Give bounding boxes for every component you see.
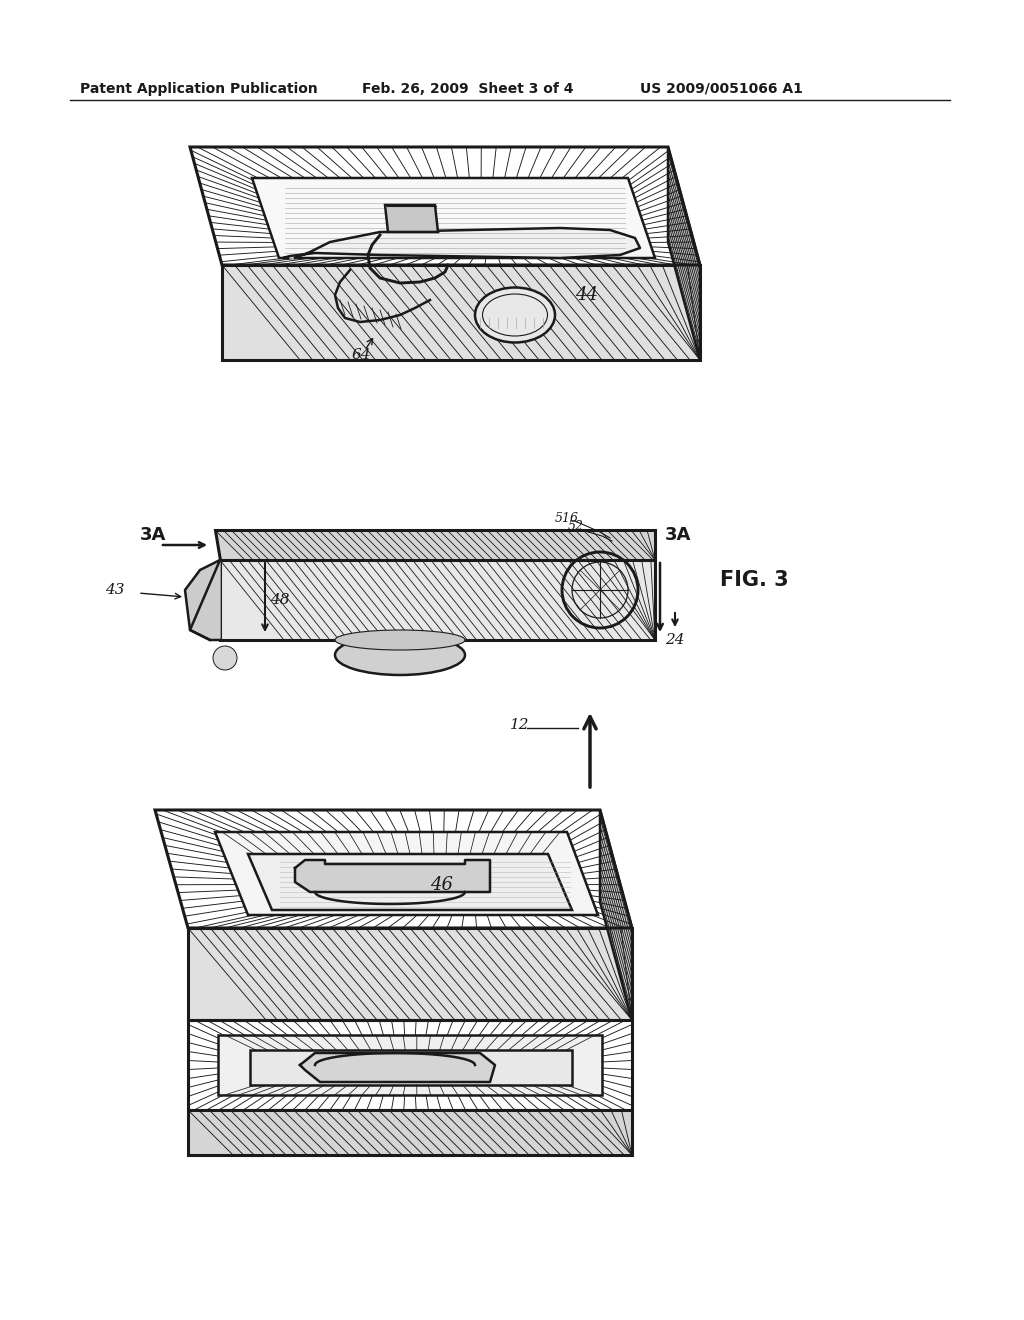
Polygon shape: [215, 531, 655, 560]
Text: 64: 64: [352, 348, 372, 362]
Polygon shape: [188, 1110, 632, 1155]
Circle shape: [213, 645, 237, 671]
Text: 3A: 3A: [140, 525, 166, 544]
Polygon shape: [283, 228, 640, 257]
Polygon shape: [252, 178, 655, 257]
Polygon shape: [185, 560, 220, 640]
Polygon shape: [668, 147, 700, 360]
Polygon shape: [215, 832, 598, 915]
Text: 52: 52: [568, 520, 584, 533]
Polygon shape: [188, 928, 632, 1020]
Text: 44: 44: [575, 286, 598, 304]
Text: 48: 48: [270, 593, 290, 607]
Polygon shape: [250, 1049, 572, 1085]
Text: Feb. 26, 2009  Sheet 3 of 4: Feb. 26, 2009 Sheet 3 of 4: [362, 82, 573, 96]
Polygon shape: [295, 861, 490, 892]
Text: 43: 43: [105, 583, 125, 597]
Polygon shape: [300, 1053, 495, 1082]
Text: 46: 46: [430, 876, 453, 894]
Polygon shape: [220, 560, 655, 640]
Polygon shape: [600, 810, 632, 1020]
Ellipse shape: [335, 635, 465, 675]
Text: 12: 12: [510, 718, 529, 733]
Polygon shape: [248, 854, 572, 909]
Polygon shape: [385, 205, 438, 232]
Text: Patent Application Publication: Patent Application Publication: [80, 82, 317, 96]
Text: US 2009/0051066 A1: US 2009/0051066 A1: [640, 82, 803, 96]
Text: FIG. 3: FIG. 3: [720, 570, 788, 590]
Ellipse shape: [335, 630, 465, 649]
Polygon shape: [222, 265, 700, 360]
Text: 24: 24: [665, 634, 684, 647]
Text: 3A: 3A: [665, 525, 691, 544]
Ellipse shape: [475, 288, 555, 342]
Text: 516: 516: [555, 511, 579, 524]
Polygon shape: [218, 1035, 602, 1096]
